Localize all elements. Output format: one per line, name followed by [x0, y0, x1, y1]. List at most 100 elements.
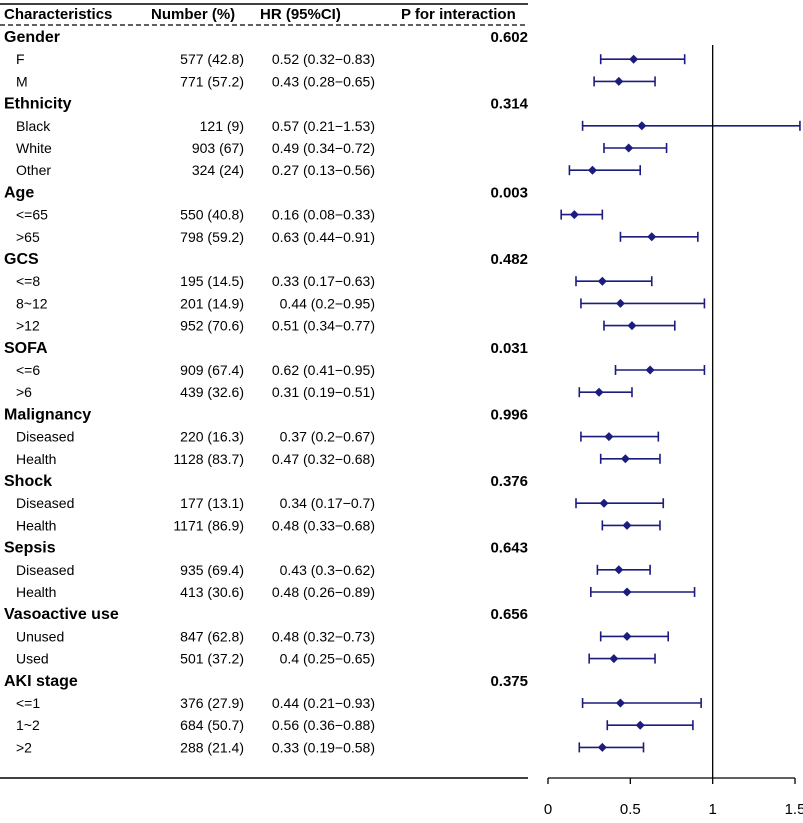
p-interaction-vasoactive-use: 0.656 — [490, 606, 528, 623]
subgroup-hr-ci: 0.44 (0.21−0.93) — [272, 695, 375, 711]
subgroup-hr-ci: 0.52 (0.32−0.83) — [272, 51, 375, 67]
subgroup-hr-ci: 0.27 (0.13−0.56) — [272, 162, 375, 178]
subgroup-number: 439 (32.6) — [180, 384, 244, 400]
group-label-aki-stage: AKI stage — [4, 673, 78, 690]
subgroup-hr-ci: 0.34 (0.17−0.7) — [280, 495, 375, 511]
x-axis-ticks: 0 0.5 1 1.5 — [544, 778, 803, 818]
subgroup-label: Unused — [16, 628, 64, 644]
x-tick-label: 0 — [544, 801, 552, 818]
subgroup-label: Health — [16, 451, 56, 467]
subgroup-label: Diseased — [16, 495, 74, 511]
group-label-shock: Shock — [4, 473, 52, 490]
subgroup-hr-ci: 0.48 (0.26−0.89) — [272, 584, 375, 600]
hr-point — [614, 565, 624, 575]
subgroup-label: <=65 — [16, 207, 48, 223]
p-interaction-ethnicity: 0.314 — [490, 96, 528, 113]
forest-marks — [560, 54, 801, 753]
hr-point — [622, 520, 632, 530]
subgroup-label: Health — [16, 517, 56, 533]
subgroup-label: 1~2 — [16, 717, 40, 733]
hr-point — [599, 498, 609, 508]
subgroup-label: White — [16, 140, 52, 156]
subgroup-hr-ci: 0.48 (0.33−0.68) — [272, 517, 375, 533]
subgroup-hr-ci: 0.44 (0.2−0.95) — [280, 295, 375, 311]
subgroup-number: 1171 (86.9) — [173, 517, 244, 533]
hr-point — [597, 742, 607, 752]
subgroup-number: 201 (14.9) — [180, 295, 244, 311]
subgroup-label: Black — [16, 118, 51, 134]
hr-point — [629, 54, 639, 64]
subgroup-hr-ci: 0.63 (0.44−0.91) — [272, 229, 375, 245]
hr-point — [622, 631, 632, 641]
subgroup-label: >2 — [16, 739, 32, 755]
subgroup-number: 288 (21.4) — [180, 739, 244, 755]
hr-point — [624, 143, 634, 153]
table-rows: Gender 0.602 F 577 (42.8) 0.52 (0.32−0.83) M 7… — [4, 29, 529, 755]
subgroup-hr-ci: 0.4 (0.25−0.65) — [280, 651, 375, 667]
subgroup-hr-ci: 0.33 (0.19−0.58) — [272, 739, 375, 755]
subgroup-label: <=8 — [16, 273, 40, 289]
subgroup-number: 684 (50.7) — [180, 717, 244, 733]
group-label-sepsis: Sepsis — [4, 540, 56, 557]
subgroup-hr-ci: 0.43 (0.28−0.65) — [272, 73, 375, 89]
subgroup-number: 177 (13.1) — [180, 495, 244, 511]
hr-point — [622, 587, 632, 597]
subgroup-number: 577 (42.8) — [180, 51, 244, 67]
group-label-gcs: GCS — [4, 251, 39, 268]
hr-point — [637, 121, 647, 131]
subgroup-number: 952 (70.6) — [180, 318, 244, 334]
hr-point — [635, 720, 645, 730]
subgroup-label: Diseased — [16, 562, 74, 578]
hr-point — [645, 365, 655, 375]
group-label-gender: Gender — [4, 29, 60, 46]
p-interaction-sofa: 0.031 — [490, 340, 528, 357]
subgroup-label: Diseased — [16, 429, 74, 445]
subgroup-number: 847 (62.8) — [180, 628, 244, 644]
subgroup-hr-ci: 0.62 (0.41−0.95) — [272, 362, 375, 378]
subgroup-hr-ci: 0.51 (0.34−0.77) — [272, 318, 375, 334]
hr-point — [627, 321, 637, 331]
subgroup-hr-ci: 0.49 (0.34−0.72) — [272, 140, 375, 156]
subgroup-number: 935 (69.4) — [180, 562, 244, 578]
subgroup-hr-ci: 0.33 (0.17−0.63) — [272, 273, 375, 289]
subgroup-label: 8~12 — [16, 295, 48, 311]
subgroup-number: 1128 (83.7) — [173, 451, 244, 467]
subgroup-label: >65 — [16, 229, 40, 245]
header-characteristics: Characteristics — [4, 6, 112, 23]
hr-point — [620, 454, 630, 464]
subgroup-number: 903 (67) — [192, 140, 244, 156]
p-interaction-age: 0.003 — [490, 184, 528, 201]
subgroup-number: 909 (67.4) — [180, 362, 244, 378]
subgroup-hr-ci: 0.48 (0.32−0.73) — [272, 628, 375, 644]
subgroup-number: 501 (37.2) — [180, 651, 244, 667]
header-hr: HR (95%CI) — [260, 6, 341, 23]
subgroup-label: F — [16, 51, 25, 67]
subgroup-hr-ci: 0.43 (0.3−0.62) — [280, 562, 375, 578]
p-interaction-sepsis: 0.643 — [490, 540, 528, 557]
subgroup-label: M — [16, 73, 28, 89]
hr-point — [647, 232, 657, 242]
hr-point — [615, 698, 625, 708]
p-interaction-aki-stage: 0.375 — [490, 673, 528, 690]
subgroup-hr-ci: 0.37 (0.2−0.67) — [280, 429, 375, 445]
p-interaction-shock: 0.376 — [490, 473, 528, 490]
subgroup-number: 324 (24) — [192, 162, 244, 178]
p-interaction-gcs: 0.482 — [490, 251, 528, 268]
subgroup-label: <=6 — [16, 362, 40, 378]
subgroup-number: 220 (16.3) — [180, 429, 244, 445]
hr-point — [604, 432, 614, 442]
hr-point — [614, 76, 624, 86]
subgroup-number: 413 (30.6) — [180, 584, 244, 600]
subgroup-hr-ci: 0.57 (0.21−1.53) — [272, 118, 375, 134]
subgroup-label: Health — [16, 584, 56, 600]
subgroup-label: Used — [16, 651, 49, 667]
subgroup-number: 195 (14.5) — [180, 273, 244, 289]
group-label-ethnicity: Ethnicity — [4, 96, 72, 113]
subgroup-hr-ci: 0.31 (0.19−0.51) — [272, 384, 375, 400]
x-tick-label: 1 — [708, 801, 716, 818]
hr-point — [587, 165, 597, 175]
hr-point — [609, 654, 619, 664]
subgroup-hr-ci: 0.16 (0.08−0.33) — [272, 207, 375, 223]
group-label-sofa: SOFA — [4, 340, 48, 357]
